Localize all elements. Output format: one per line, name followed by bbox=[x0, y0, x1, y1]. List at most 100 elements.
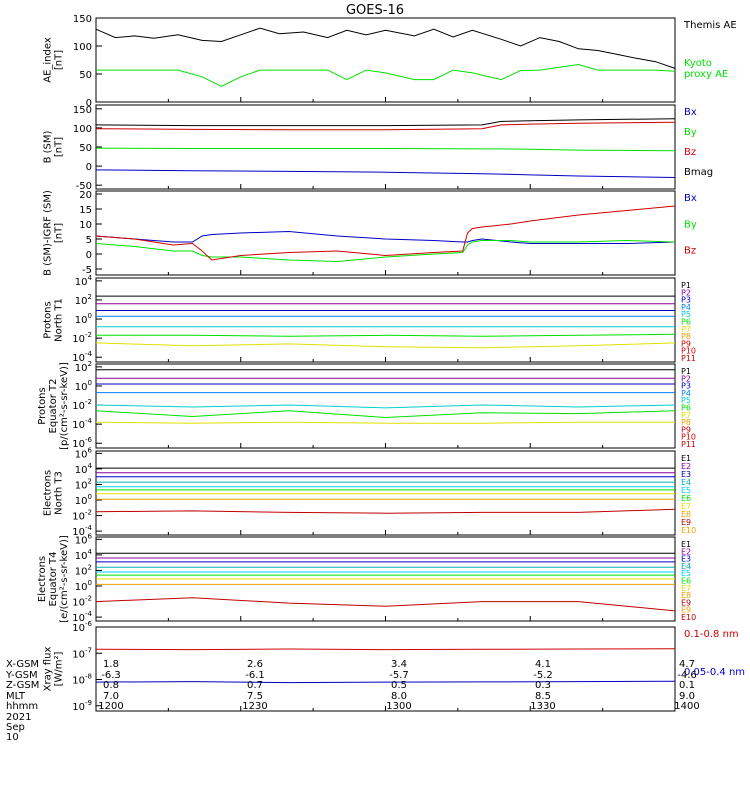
legend-label: By bbox=[684, 219, 697, 230]
series-line-bmag bbox=[95, 118, 676, 127]
legend-label: P1 bbox=[681, 367, 691, 376]
ephemeris-value: 1300 bbox=[386, 701, 412, 713]
ephemeris-value: 4.7 bbox=[679, 659, 695, 670]
y-tick-label: 104 bbox=[75, 548, 93, 562]
legend-label: P4 bbox=[681, 389, 691, 398]
y-axis-label: B (SM)-IGRF (SM)[nT] bbox=[43, 190, 65, 276]
y-axis-label: Xray flux[W/m²] bbox=[43, 647, 65, 692]
panel-2: 20 15 10 5 0 -5 B (SM)-IGRF (SM)[nT] Bx By Bz bbox=[43, 190, 697, 276]
series-line-by bbox=[95, 239, 676, 263]
legend-label: E3 bbox=[681, 470, 691, 479]
y-tick-label: -5 bbox=[82, 265, 92, 276]
ephemeris-value: 9.0 bbox=[679, 690, 695, 702]
legend-label: P6 bbox=[681, 318, 691, 327]
series-line-0-05-0-4-nm bbox=[95, 680, 676, 684]
y-tick-label: 10-6 bbox=[72, 620, 92, 634]
ephemeris-row: Z-GSM 0.8 0.7 0.5 0.3 0.1 bbox=[6, 681, 746, 692]
y-tick-label: 150 bbox=[73, 14, 92, 25]
series-line-0-1-0-8-nm bbox=[95, 648, 676, 651]
panel-frame bbox=[95, 277, 676, 363]
legend-label: 0.1-0.8 nm bbox=[684, 629, 739, 640]
legend-label: Bz bbox=[684, 246, 696, 257]
legend-label: E3 bbox=[681, 555, 691, 564]
series-line-by bbox=[95, 147, 676, 152]
panel-frame bbox=[95, 450, 676, 536]
y-tick-label: 106 bbox=[75, 446, 93, 460]
ephemeris-value: -6.3 bbox=[101, 669, 121, 681]
legend-label: E9 bbox=[681, 606, 691, 615]
y-tick-label: 10 bbox=[79, 220, 92, 231]
y-axis-label: AE_index[nT] bbox=[43, 37, 65, 83]
y-tick-label: 15 bbox=[79, 205, 92, 216]
legend-label: E10 bbox=[681, 613, 696, 622]
legend-label: P5 bbox=[681, 396, 691, 405]
ephemeris-value: 0.8 bbox=[103, 680, 119, 692]
y-tick-label: 102 bbox=[75, 360, 92, 374]
ephemeris-row: X-GSM 1.8 2.6 3.4 4.1 4.7 bbox=[6, 660, 746, 671]
ephemeris-value: 3.4 bbox=[391, 659, 407, 670]
legend-label: E2 bbox=[681, 462, 691, 471]
legend-label: E1 bbox=[681, 454, 691, 463]
y-tick-label: -50 bbox=[76, 181, 92, 192]
series-line-bz bbox=[95, 121, 676, 131]
chart-title: GOES-16 bbox=[346, 3, 404, 18]
panel-frame bbox=[95, 363, 676, 449]
legend-label: By bbox=[684, 127, 697, 138]
legend-label: E4 bbox=[681, 478, 691, 487]
legend-label: E4 bbox=[681, 562, 691, 571]
y-tick-label: 150 bbox=[73, 105, 92, 116]
y-tick-label: 5 bbox=[86, 235, 92, 246]
legend-label: P7 bbox=[681, 325, 691, 334]
series-line-p5 bbox=[95, 404, 676, 409]
legend-label: P8 bbox=[681, 418, 691, 427]
legend-label: Bx bbox=[684, 193, 697, 204]
legend-label: P8 bbox=[681, 332, 691, 341]
ephemeris-value: 0.5 bbox=[391, 680, 407, 692]
y-tick-label: 100 bbox=[75, 379, 92, 393]
legend-label: E8 bbox=[681, 510, 691, 519]
legend-label: E9 bbox=[681, 598, 691, 607]
legend-label: E8 bbox=[681, 591, 691, 600]
legend-label: E10 bbox=[681, 526, 696, 535]
legend-label: P3 bbox=[681, 296, 691, 305]
series-line-e9 bbox=[95, 597, 676, 612]
ephemeris-value: -6.1 bbox=[245, 669, 265, 681]
panel-frame bbox=[95, 190, 676, 276]
ephemeris-value: 4.1 bbox=[535, 659, 551, 670]
ephemeris-value: 8.5 bbox=[535, 690, 551, 702]
y-tick-label: 0 bbox=[86, 162, 92, 173]
ephemeris-label: Z-GSM bbox=[6, 680, 40, 692]
ephemeris-value: -5.2 bbox=[533, 669, 553, 681]
ephemeris-value: 7.5 bbox=[247, 690, 263, 702]
legend-label: P4 bbox=[681, 303, 691, 312]
ephemeris-value: 1330 bbox=[530, 701, 556, 713]
legend-label: E6 bbox=[681, 494, 691, 503]
ephemeris-value: 7.0 bbox=[103, 690, 119, 702]
legend-label: P11 bbox=[681, 354, 696, 363]
y-tick-label: 102 bbox=[75, 293, 92, 307]
date-label: 2021 Sep 10 bbox=[6, 712, 32, 743]
legend-label: P1 bbox=[681, 281, 691, 290]
y-tick-label: 10-4 bbox=[72, 417, 92, 431]
y-axis-label: B (SM)[nT] bbox=[43, 130, 65, 163]
ephemeris-value: 0.3 bbox=[535, 680, 551, 692]
y-tick-label: 100 bbox=[73, 42, 92, 53]
legend-label: E7 bbox=[681, 502, 691, 511]
series-line-themis-ae bbox=[95, 27, 676, 69]
y-tick-label: 50 bbox=[79, 143, 92, 154]
y-tick-label: 0 bbox=[86, 250, 92, 261]
y-axis-label: ElectronsNorth T3 bbox=[43, 470, 65, 516]
y-tick-label: 100 bbox=[73, 124, 92, 135]
legend-label: Bmag bbox=[684, 167, 713, 178]
legend-label: P11 bbox=[681, 440, 696, 449]
series-line-p7 bbox=[95, 421, 675, 424]
y-axis-label: ProtonsEquator T2[p/(cm²-s-sr-keV)] bbox=[37, 362, 70, 450]
legend-label: P10 bbox=[681, 347, 696, 356]
y-tick-label: 100 bbox=[75, 493, 92, 507]
y-axis-label: ProtonsNorth T1 bbox=[43, 298, 65, 342]
